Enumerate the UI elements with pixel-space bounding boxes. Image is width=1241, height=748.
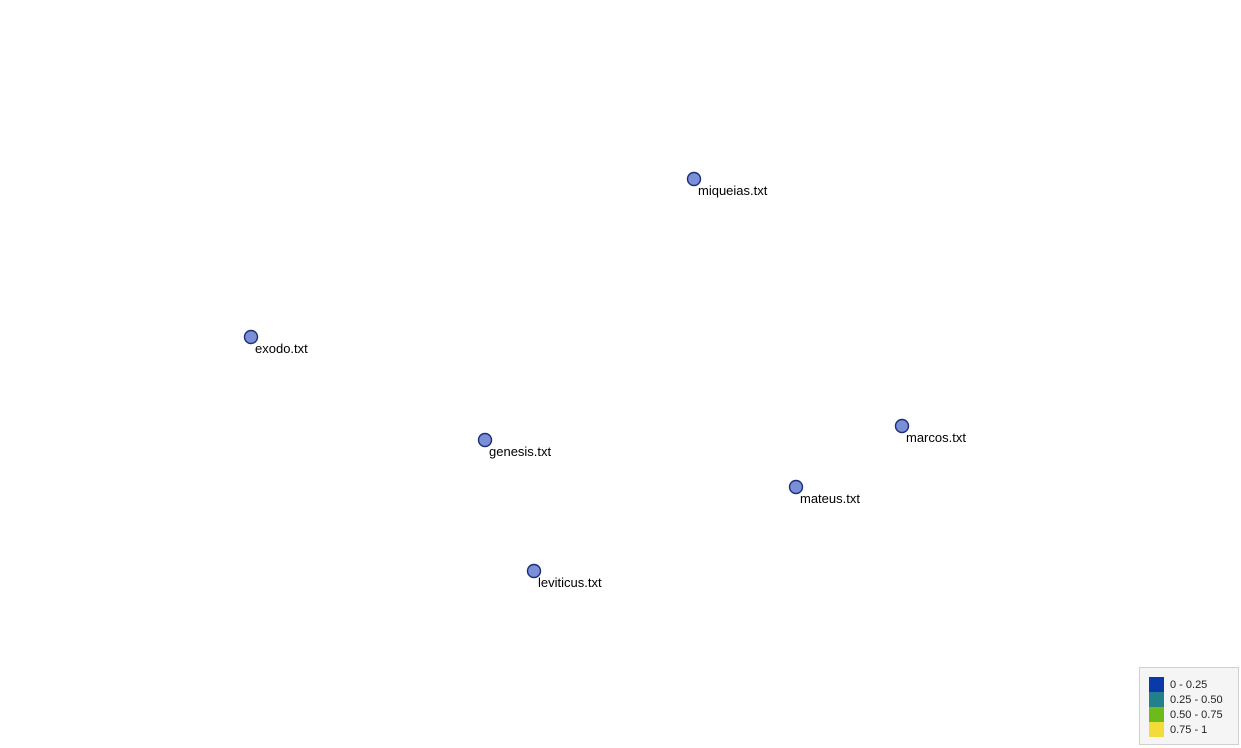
graph-node[interactable]: marcos.txt <box>894 418 967 446</box>
graph-node[interactable]: exodo.txt <box>243 329 309 357</box>
node-label: miqueias.txt <box>698 183 768 198</box>
node-label: marcos.txt <box>906 430 966 445</box>
legend-swatch <box>1149 677 1164 692</box>
legend-swatch <box>1149 707 1164 722</box>
graph-node[interactable]: mateus.txt <box>788 479 861 507</box>
graph-node[interactable]: miqueias.txt <box>686 171 768 199</box>
node-circle[interactable] <box>243 329 259 345</box>
graph-node[interactable]: genesis.txt <box>477 432 552 460</box>
legend-label: 0.50 - 0.75 <box>1170 708 1223 721</box>
nodes-layer: miqueias.txt exodo.txt genesis.txt marcos.t… <box>243 171 967 591</box>
legend-item: 0.50 - 0.75 <box>1149 707 1238 722</box>
graph-node[interactable]: leviticus.txt <box>526 563 602 591</box>
legend-swatch <box>1149 692 1164 707</box>
node-circle[interactable] <box>686 171 702 187</box>
color-legend: 0 - 0.25 0.25 - 0.50 0.50 - 0.75 0.75 - … <box>1139 667 1239 745</box>
legend-item: 0 - 0.25 <box>1149 677 1238 692</box>
legend-label: 0.25 - 0.50 <box>1170 693 1223 706</box>
legend-item: 0.75 - 1 <box>1149 722 1238 737</box>
node-circle[interactable] <box>526 563 542 579</box>
node-label: genesis.txt <box>489 444 552 459</box>
legend-swatch <box>1149 722 1164 737</box>
node-circle[interactable] <box>477 432 493 448</box>
legend-label: 0 - 0.25 <box>1170 678 1208 691</box>
node-label: mateus.txt <box>800 491 860 506</box>
node-label: exodo.txt <box>255 341 308 356</box>
legend-label: 0.75 - 1 <box>1170 723 1208 736</box>
node-circle[interactable] <box>894 418 910 434</box>
node-label: leviticus.txt <box>538 575 602 590</box>
node-circle[interactable] <box>788 479 804 495</box>
legend-item: 0.25 - 0.50 <box>1149 692 1238 707</box>
